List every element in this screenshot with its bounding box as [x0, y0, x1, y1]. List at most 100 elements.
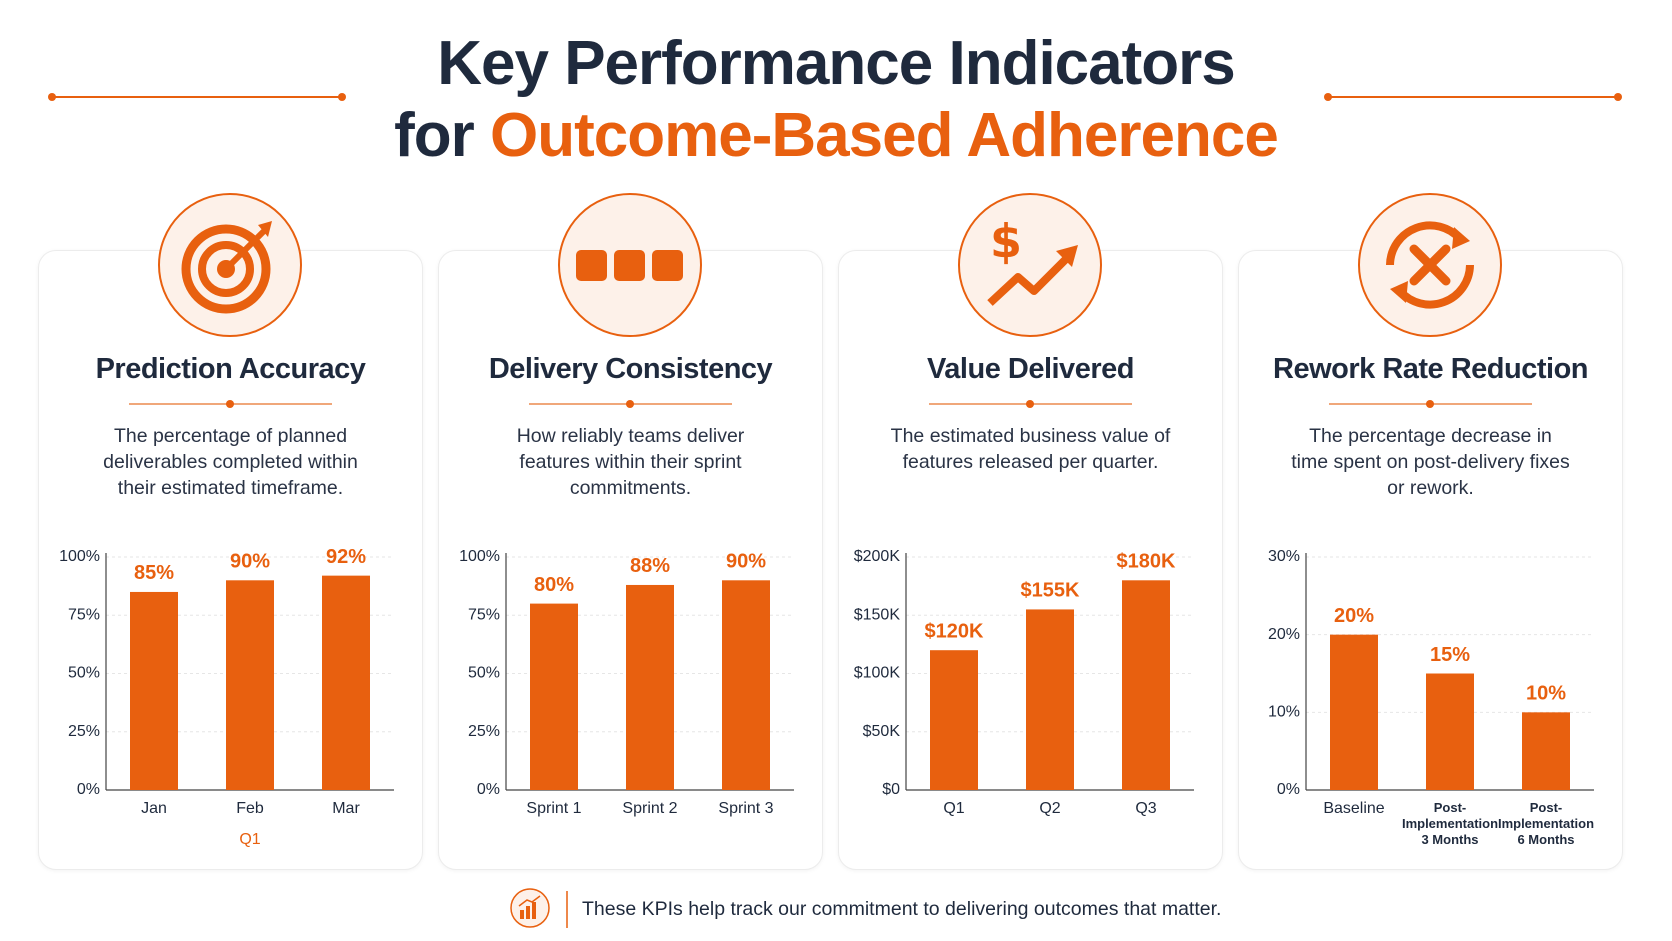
bar-chart: 0% 10% 20% 30% 20% Baseline 15% Post-Implementa…: [1268, 548, 1595, 847]
bar: [1522, 712, 1570, 790]
card-title: Prediction Accuracy: [95, 353, 366, 385]
card-description: How reliably teams deliver features with…: [516, 425, 745, 499]
y-tick-label: $100K: [854, 665, 901, 682]
page-title: Key Performance Indicators: [437, 29, 1236, 98]
y-tick-label: $0: [882, 781, 900, 798]
value-label: 85%: [134, 562, 174, 584]
x-label-box: Q3: [1135, 800, 1157, 817]
x-tick-label: Q2: [1039, 800, 1061, 817]
y-tick-label: $200K: [854, 548, 901, 565]
card-title: Value Delivered: [927, 353, 1134, 385]
divider: [1329, 400, 1532, 408]
kpi-card: Rework Rate Reduction The percentage dec…: [1238, 193, 1623, 870]
y-tick-label: 10%: [1268, 704, 1300, 721]
divider: [929, 400, 1132, 408]
kpi-card: Prediction Accuracy The percentage of pl…: [38, 193, 423, 870]
x-label-box: Post-Implementation 6 Months: [1497, 800, 1595, 847]
bar: [530, 603, 578, 790]
divider: [529, 400, 732, 408]
card-title: Rework Rate Reduction: [1273, 353, 1589, 385]
y-tick-label: 20%: [1268, 626, 1300, 643]
y-tick-label: 25%: [68, 723, 100, 740]
y-tick-label: 25%: [468, 723, 500, 740]
kpi-card: $ Value Delivered The estimated business…: [838, 193, 1223, 870]
card-description: The estimated business value of features…: [890, 425, 1171, 473]
x-label-box: Jan: [141, 800, 167, 817]
x-tick-label: Sprint 3: [718, 800, 774, 817]
y-tick-label: 100%: [59, 548, 100, 565]
y-tick-label: $50K: [863, 723, 901, 740]
x-label-box: Sprint 1: [526, 800, 582, 817]
bar: [722, 580, 770, 790]
icon: [1358, 193, 1502, 337]
x-group-label: Q1: [239, 831, 260, 848]
bar: [226, 580, 274, 790]
page-subtitle: for Outcome-Based Adherence: [0, 100, 1672, 171]
x-tick-label: Post-Implementation 6 Months: [1497, 800, 1595, 847]
decor-line: [1324, 93, 1622, 101]
bar: [322, 575, 370, 790]
x-label-box: Post-Implementation 3 Months: [1401, 800, 1499, 847]
card-title: Delivery Consistency: [488, 353, 773, 385]
icon: $: [958, 193, 1102, 337]
footer-text: These KPIs help track our commitment to …: [582, 898, 1222, 920]
value-label: 88%: [630, 555, 670, 577]
svg-text:$: $: [990, 215, 1022, 269]
y-tick-label: 75%: [68, 606, 100, 623]
y-tick-label: $150K: [854, 606, 901, 623]
bar-chart: 0% 25% 50% 75% 100% 80% Sprint 1 88% Sprint 2 90%…: [459, 548, 794, 817]
y-tick-label: 30%: [1268, 548, 1300, 565]
value-label: $120K: [925, 620, 984, 642]
y-tick-label: 50%: [468, 665, 500, 682]
y-tick-label: 50%: [68, 665, 100, 682]
value-label: 10%: [1526, 683, 1566, 705]
decor-line: [48, 93, 346, 101]
x-label-box: Baseline: [1323, 800, 1385, 817]
y-tick-label: 0%: [477, 781, 500, 798]
y-tick-label: 75%: [468, 606, 500, 623]
card-description: The percentage decrease in time spent on…: [1291, 425, 1570, 499]
x-label-box: Q2: [1039, 800, 1061, 817]
x-label-box: Sprint 2: [622, 800, 678, 817]
value-label: 90%: [726, 551, 766, 573]
y-tick-label: 0%: [77, 781, 100, 798]
divider: [129, 400, 332, 408]
kpi-card: Delivery Consistency How reliably teams …: [438, 193, 823, 870]
bar: [930, 650, 978, 790]
bar: [130, 591, 178, 790]
icon: [558, 193, 702, 337]
bar-chart: $0 $50K $100K $150K $200K $120K Q1 $155K Q2 $180K…: [854, 548, 1194, 817]
y-tick-label: 100%: [459, 548, 500, 565]
x-label-box: Mar: [332, 800, 360, 817]
x-tick-label: Baseline: [1323, 800, 1385, 817]
x-tick-label: Sprint 1: [526, 800, 582, 817]
x-label-box: Sprint 3: [718, 800, 774, 817]
value-label: $155K: [1021, 580, 1080, 602]
icon: [158, 193, 302, 337]
subtitle-highlight: Outcome-Based Adherence: [490, 101, 1279, 170]
x-tick-label: Post-Implementation 3 Months: [1401, 800, 1499, 847]
bar: [626, 584, 674, 790]
bar: [1330, 634, 1378, 790]
x-tick-label: Sprint 2: [622, 800, 678, 817]
y-tick-label: 0%: [1277, 781, 1300, 798]
x-tick-label: Feb: [236, 800, 264, 817]
bar: [1122, 580, 1170, 790]
subtitle-prefix: for: [394, 101, 475, 170]
x-tick-label: Mar: [332, 800, 360, 817]
x-label-box: Feb: [236, 800, 264, 817]
x-tick-label: Jan: [141, 800, 167, 817]
footer-icon: [510, 888, 568, 928]
value-label: 80%: [534, 574, 574, 596]
value-label: 90%: [230, 551, 270, 573]
value-label: 20%: [1334, 605, 1374, 627]
x-tick-label: Q1: [943, 800, 965, 817]
x-label-box: Q1: [943, 800, 965, 817]
bar: [1426, 673, 1474, 790]
value-label: 15%: [1430, 644, 1470, 666]
x-tick-label: Q3: [1135, 800, 1157, 817]
bar-chart: 0% 25% 50% 75% 100% 85% Jan 90% Feb 92% Mar Q1: [59, 546, 394, 848]
card-description: The percentage of planned deliverables c…: [103, 425, 358, 499]
bar: [1026, 609, 1074, 790]
